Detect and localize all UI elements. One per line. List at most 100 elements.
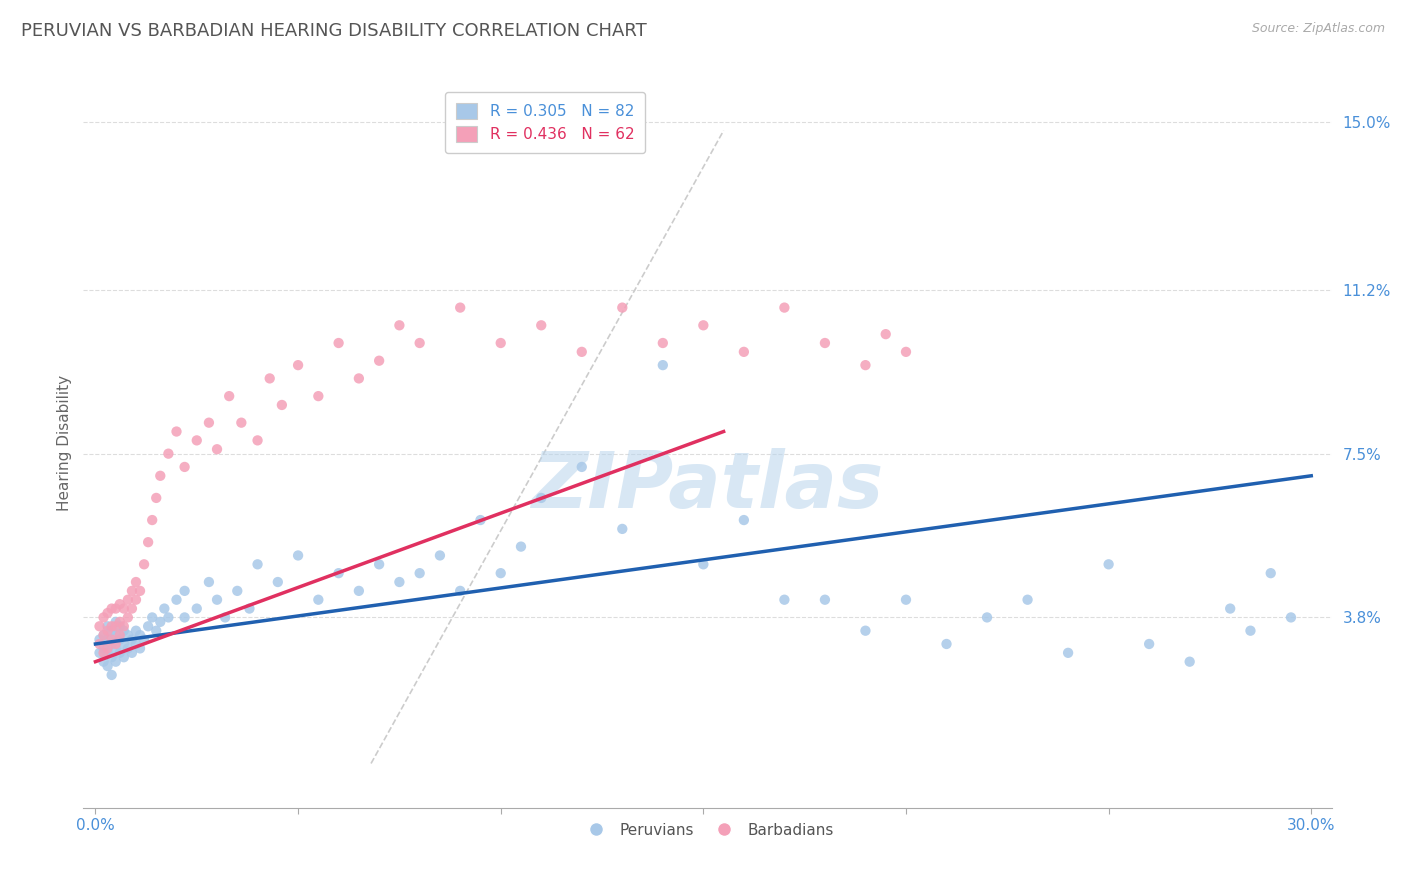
Point [166, 425, 188, 439]
Point [1239, 624, 1261, 638]
Point [855, 624, 877, 638]
Point [117, 628, 139, 642]
Y-axis label: Hearing Disability: Hearing Disability [58, 375, 72, 510]
Point [226, 583, 249, 598]
Point [935, 637, 957, 651]
Point [129, 628, 152, 642]
Point [93, 610, 115, 624]
Point [89, 646, 111, 660]
Point [259, 371, 281, 385]
Point [100, 624, 122, 638]
Point [93, 655, 115, 669]
Point [692, 318, 714, 333]
Point [347, 371, 370, 385]
Point [112, 637, 135, 651]
Point [97, 619, 120, 633]
Point [186, 434, 208, 448]
Point [814, 592, 837, 607]
Point [104, 615, 127, 629]
Point [571, 459, 593, 474]
Point [1057, 646, 1080, 660]
Point [246, 434, 269, 448]
Point [132, 632, 155, 647]
Point [145, 624, 167, 638]
Point [108, 615, 131, 629]
Point [692, 558, 714, 572]
Point [489, 336, 512, 351]
Text: PERUVIAN VS BARBADIAN HEARING DISABILITY CORRELATION CHART: PERUVIAN VS BARBADIAN HEARING DISABILITY… [21, 22, 647, 40]
Point [149, 468, 172, 483]
Point [328, 336, 350, 351]
Point [112, 650, 135, 665]
Point [198, 574, 221, 589]
Point [112, 624, 135, 638]
Point [112, 601, 135, 615]
Point [894, 592, 917, 607]
Point [368, 353, 391, 368]
Point [125, 624, 148, 638]
Point [571, 344, 593, 359]
Point [773, 301, 796, 315]
Point [173, 459, 195, 474]
Point [89, 637, 111, 651]
Point [121, 632, 143, 647]
Point [1097, 558, 1119, 572]
Point [173, 610, 195, 624]
Point [97, 646, 120, 660]
Point [814, 336, 837, 351]
Point [773, 592, 796, 607]
Point [108, 619, 131, 633]
Point [100, 637, 122, 651]
Point [100, 619, 122, 633]
Point [153, 601, 176, 615]
Point [93, 628, 115, 642]
Point [510, 540, 533, 554]
Point [1279, 610, 1302, 624]
Point [976, 610, 998, 624]
Point [238, 601, 260, 615]
Point [218, 389, 240, 403]
Point [129, 641, 152, 656]
Point [166, 592, 188, 607]
Point [112, 619, 135, 633]
Point [97, 632, 120, 647]
Point [157, 610, 180, 624]
Point [408, 336, 430, 351]
Point [97, 659, 120, 673]
Point [894, 344, 917, 359]
Point [186, 601, 208, 615]
Point [93, 646, 115, 660]
Point [141, 610, 163, 624]
Point [1017, 592, 1039, 607]
Point [104, 637, 127, 651]
Point [149, 615, 172, 629]
Point [270, 398, 292, 412]
Point [108, 628, 131, 642]
Point [125, 592, 148, 607]
Point [347, 583, 370, 598]
Point [145, 491, 167, 505]
Point [368, 558, 391, 572]
Point [117, 641, 139, 656]
Point [246, 558, 269, 572]
Point [855, 358, 877, 372]
Point [651, 336, 673, 351]
Point [125, 637, 148, 651]
Point [449, 301, 471, 315]
Point [307, 592, 329, 607]
Point [388, 318, 411, 333]
Point [470, 513, 492, 527]
Point [121, 583, 143, 598]
Point [104, 655, 127, 669]
Text: ZIPatlas: ZIPatlas [531, 449, 883, 524]
Point [136, 535, 159, 549]
Point [108, 597, 131, 611]
Point [489, 566, 512, 581]
Point [1260, 566, 1282, 581]
Point [287, 358, 309, 372]
Point [205, 592, 228, 607]
Point [287, 549, 309, 563]
Point [267, 574, 290, 589]
Point [100, 668, 122, 682]
Point [214, 610, 236, 624]
